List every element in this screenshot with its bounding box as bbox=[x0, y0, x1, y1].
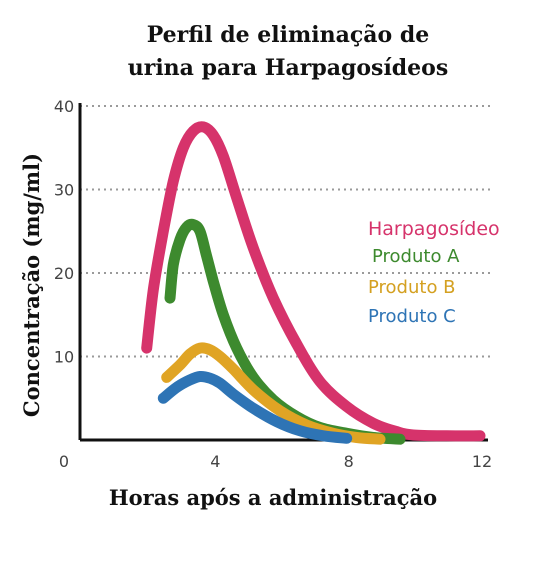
y-axis-title: Concentração (mg/ml) bbox=[19, 153, 44, 417]
series-harpagosideo-line bbox=[141, 121, 486, 442]
y-tick-labels: 10 20 30 40 bbox=[54, 97, 74, 367]
series-produto-c-line bbox=[157, 370, 353, 444]
legend-label-produto-b: Produto B bbox=[368, 277, 456, 298]
y-tick-label-20: 20 bbox=[54, 264, 74, 283]
x-axis-title: Horas após a administração bbox=[109, 485, 437, 510]
legend-label-harpagosideo: Harpagosídeo bbox=[368, 218, 500, 240]
y-tick-label-30: 30 bbox=[54, 181, 74, 200]
legend-label-produto-c: Produto C bbox=[368, 306, 456, 327]
legend: Harpagosídeo Produto A Produto B Produto… bbox=[368, 218, 500, 327]
x-tick-labels: 0 4 8 12 bbox=[59, 452, 492, 471]
legend-label-produto-a: Produto A bbox=[372, 246, 460, 267]
gridlines bbox=[80, 105, 490, 358]
chart-title-line-1: Perfil de eliminação de bbox=[147, 22, 430, 48]
series-layer bbox=[141, 121, 486, 445]
chart-title-line-2: urina para Harpagosídeos bbox=[128, 55, 449, 81]
y-tick-label-40: 40 bbox=[54, 97, 74, 116]
x-tick-label-8: 8 bbox=[344, 452, 354, 471]
x-tick-label-0: 0 bbox=[59, 452, 69, 471]
x-tick-label-4: 4 bbox=[210, 452, 220, 471]
y-tick-label-10: 10 bbox=[54, 348, 74, 367]
x-tick-label-12: 12 bbox=[472, 452, 492, 471]
